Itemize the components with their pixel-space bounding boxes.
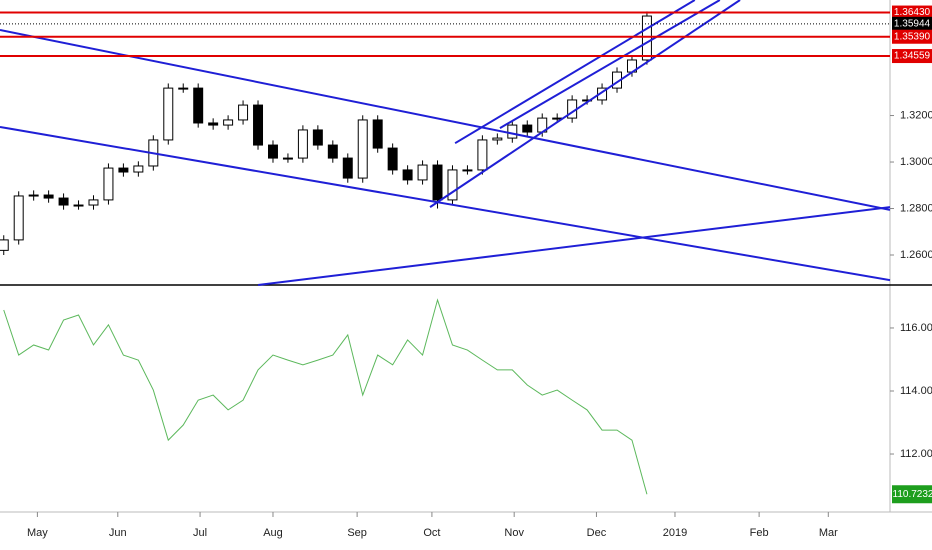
price-level-box (892, 29, 932, 44)
candle-body (492, 137, 503, 141)
y-tick-label: 1.26000 (900, 249, 932, 261)
candle-body (282, 157, 293, 160)
candle-body (641, 15, 652, 61)
candle-body (357, 119, 368, 179)
price-level-label: 1.34559 (894, 51, 931, 62)
candle-body (103, 167, 114, 201)
candle-body (402, 169, 413, 181)
candle-body (312, 129, 323, 146)
candle-body (0, 239, 9, 251)
candle-body (193, 87, 204, 124)
candle-body (43, 194, 54, 199)
candle-body (372, 119, 383, 149)
trendline (257, 206, 891, 286)
candle-body (28, 194, 39, 197)
y-tick-label: 1.28000 (900, 202, 932, 214)
candle-body (297, 129, 308, 159)
y-tick-label: 116.0000 (900, 322, 932, 334)
candle-body (342, 157, 353, 179)
x-tick-label: Aug (263, 527, 283, 539)
candle-body (178, 87, 189, 90)
x-tick-label: Sep (347, 527, 367, 539)
x-tick-label: May (27, 527, 48, 539)
price-level-label: 1.36430 (894, 7, 931, 18)
trendline (0, 125, 891, 282)
candle-body (253, 104, 264, 146)
candle-body (133, 165, 144, 173)
trendline (0, 29, 891, 211)
candle-body (118, 167, 129, 173)
candle-body (387, 147, 398, 171)
candle-body (417, 164, 428, 181)
candle-body (238, 104, 249, 121)
candle-body (163, 87, 174, 141)
x-tick-label: Feb (750, 527, 769, 539)
price-level-box (892, 16, 932, 31)
candle-body (582, 99, 593, 102)
candle-body (73, 204, 84, 207)
x-tick-label: Oct (423, 527, 440, 539)
candle-body (13, 195, 24, 241)
candle-body (58, 197, 69, 206)
candle-body (208, 122, 219, 126)
trendline (499, 0, 721, 129)
trendline (429, 0, 741, 208)
y-tick-label: 1.30000 (900, 156, 932, 168)
line-series (3, 298, 648, 495)
candle-body (267, 144, 278, 159)
price-level-box (892, 49, 932, 64)
x-tick-label: Jun (109, 527, 127, 539)
x-tick-label: Nov (504, 527, 524, 539)
x-tick-label: Jul (193, 527, 207, 539)
last-value-box (892, 485, 932, 504)
x-tick-label: 2019 (663, 527, 687, 539)
candle-body (223, 119, 234, 126)
y-tick-label: 114.0000 (900, 385, 932, 397)
price-level-label: 1.35390 (894, 31, 931, 42)
x-tick-label: Mar (819, 527, 838, 539)
candle-body (447, 169, 458, 201)
candle-body (462, 169, 473, 172)
last-value-label: 110.7232 (893, 489, 932, 500)
price-level-box (892, 5, 932, 20)
candle-body (88, 199, 99, 206)
candle-body (522, 124, 533, 133)
price-level-label: 1.35944 (894, 18, 931, 29)
candle-body (432, 164, 443, 201)
candle-body (327, 144, 338, 159)
y-tick-label: 112.0000 (900, 448, 932, 460)
y-tick-label: 1.32000 (900, 109, 932, 121)
x-tick-label: Dec (587, 527, 607, 539)
candle-body (507, 124, 518, 139)
candle-body (477, 139, 488, 171)
